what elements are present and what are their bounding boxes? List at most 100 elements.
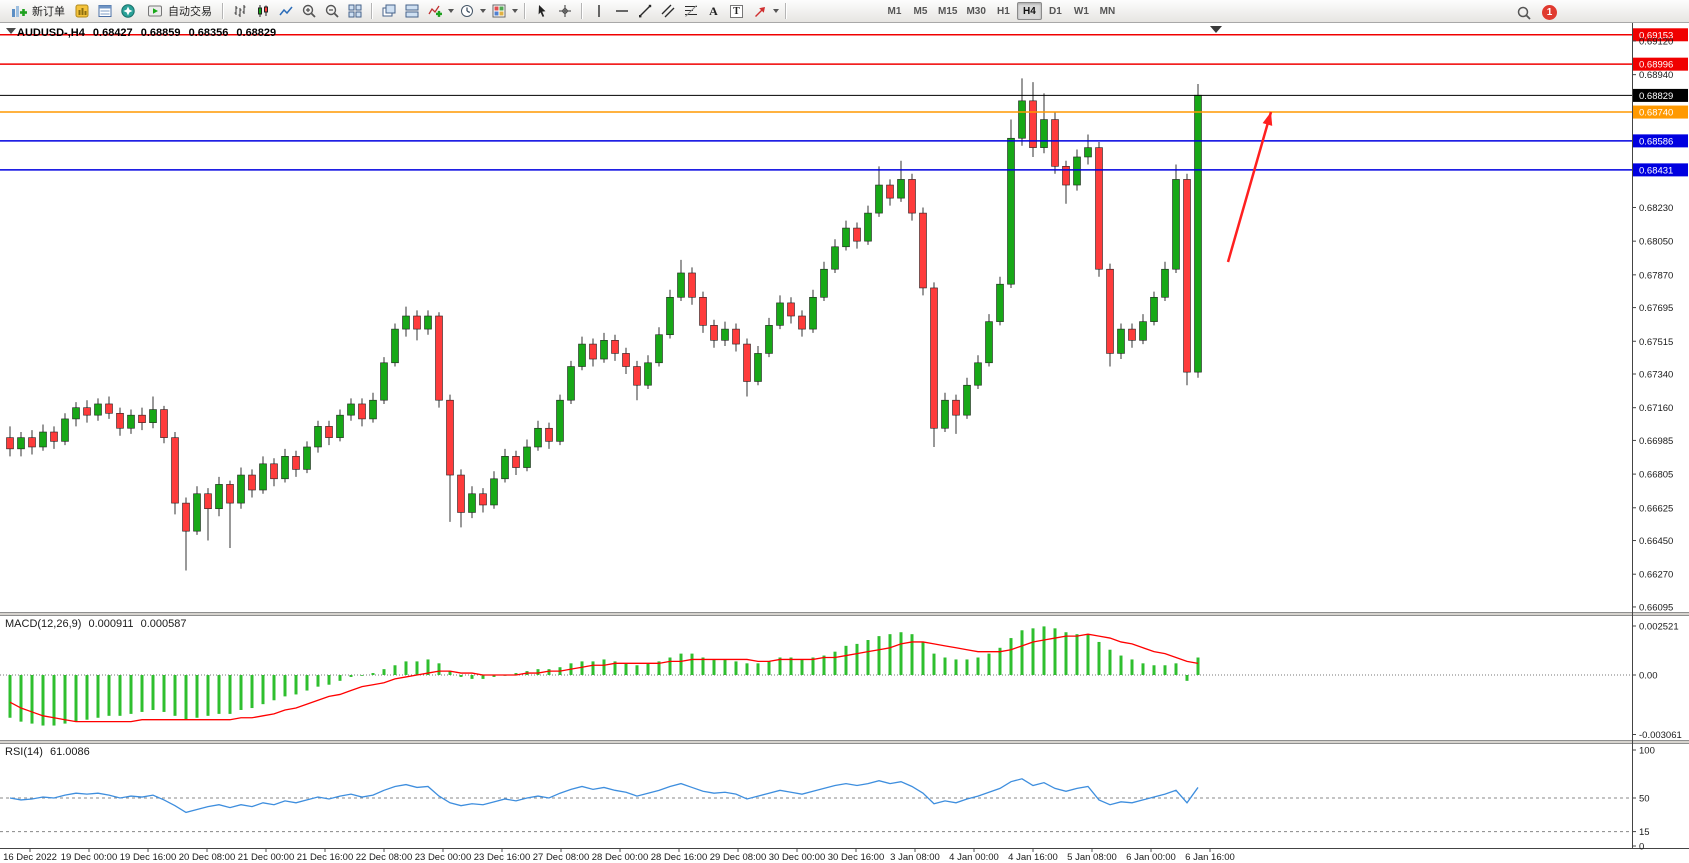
macd-histogram-bar	[613, 661, 617, 675]
candlestick	[644, 362, 652, 386]
candlestick	[435, 315, 443, 401]
trend-arrow[interactable]	[1226, 111, 1273, 263]
candlestick	[358, 403, 366, 420]
time-label: 4 Jan 16:00	[1008, 852, 1058, 863]
timeframe-w1[interactable]: W1	[1073, 5, 1089, 17]
timeframe-h1[interactable]: H1	[997, 5, 1010, 17]
templates-icon[interactable]	[488, 2, 509, 21]
candlestick	[1139, 321, 1147, 341]
tile-windows-icon[interactable]	[344, 2, 365, 21]
macd-histogram-bar	[371, 673, 375, 675]
time-label: 5 Jan 08:00	[1067, 852, 1117, 863]
candlestick	[1084, 147, 1092, 158]
fibonacci-tool-icon[interactable]	[680, 2, 701, 21]
cursor-icon[interactable]	[531, 2, 552, 21]
macd-histogram-bar	[459, 674, 463, 677]
trend-arrow-head	[1262, 112, 1273, 126]
candlestick	[600, 340, 608, 360]
candlestick	[1194, 94, 1202, 373]
channel-tool-icon[interactable]	[657, 2, 678, 21]
candlestick	[182, 502, 190, 532]
rsi-tick-label: 0	[1639, 842, 1644, 853]
templates-dropdown-caret[interactable]	[512, 9, 518, 13]
macd-histogram-bar	[349, 674, 353, 677]
time-label: 30 Dec 16:00	[828, 852, 885, 863]
data-window-icon[interactable]	[94, 2, 115, 21]
timeframe-m1[interactable]: M1	[887, 5, 902, 17]
timeframe-m5[interactable]: M5	[913, 5, 928, 17]
new-order-icon	[8, 2, 29, 21]
timeframe-m15[interactable]: M15	[938, 5, 958, 17]
navigator-icon[interactable]	[117, 2, 138, 21]
macd-histogram-bar	[96, 674, 100, 718]
macd-histogram-bar	[217, 674, 221, 714]
macd-histogram-bar	[1108, 649, 1112, 675]
macd-histogram-bar	[1141, 663, 1145, 675]
timeframe-h4[interactable]: H4	[1016, 2, 1042, 20]
horizontal-line-tool-icon[interactable]	[611, 2, 632, 21]
macd-histogram-bar	[1053, 628, 1057, 675]
candlestick	[886, 184, 894, 199]
indicators-dropdown-caret[interactable]	[448, 9, 454, 13]
chart-shift-marker[interactable]	[1210, 26, 1222, 33]
cascade-windows-icon[interactable]	[378, 2, 399, 21]
timeframe-d1[interactable]: D1	[1049, 5, 1062, 17]
candlestick	[369, 399, 377, 420]
time-label: 20 Dec 08:00	[179, 852, 236, 863]
candlestick	[270, 463, 278, 480]
line-chart-icon[interactable]	[275, 2, 296, 21]
search-icon[interactable]	[1513, 3, 1534, 22]
macd-histogram-bar	[327, 674, 331, 685]
text-label-tool-icon[interactable]: T	[726, 2, 747, 21]
new-order-button[interactable]: 新订单	[4, 2, 69, 21]
periods-dropdown-caret[interactable]	[480, 9, 486, 13]
candlestick	[248, 474, 256, 491]
macd-histogram-bar	[1031, 628, 1035, 675]
candlestick	[204, 493, 212, 510]
candlestick	[1029, 100, 1037, 148]
macd-histogram-bar	[1163, 665, 1167, 675]
candlestick	[94, 403, 102, 416]
macd-histogram-bar	[272, 674, 276, 701]
timeframe-m30[interactable]: M30	[966, 5, 986, 17]
candlestick	[930, 287, 938, 429]
bar-chart-icon[interactable]	[229, 2, 250, 21]
vertical-line-tool-icon[interactable]	[588, 2, 609, 21]
arrows-dropdown-caret[interactable]	[773, 9, 779, 13]
price-line-label	[1633, 163, 1688, 177]
macd-histogram-bar	[173, 674, 177, 716]
crosshair-icon[interactable]	[554, 2, 575, 21]
macd-histogram-bar	[481, 674, 485, 679]
zoom-out-icon[interactable]	[321, 2, 342, 21]
market-watch-icon[interactable]	[71, 2, 92, 21]
notification-badge[interactable]: 1	[1542, 5, 1557, 20]
macd-histogram-bar	[1196, 657, 1200, 675]
candlestick	[1073, 156, 1081, 186]
time-label: 22 Dec 08:00	[356, 852, 413, 863]
time-label: 21 Dec 16:00	[297, 852, 354, 863]
arrange-windows-icon[interactable]	[401, 2, 422, 21]
time-label: 21 Dec 00:00	[238, 852, 295, 863]
macd-histogram-bar	[492, 674, 496, 677]
periods-icon[interactable]	[456, 2, 477, 21]
panel-separator[interactable]	[0, 612, 1689, 616]
zoom-in-icon[interactable]	[298, 2, 319, 21]
candlestick	[347, 403, 355, 416]
svg-text:0.68996: 0.68996	[1639, 60, 1673, 71]
one-click-trading-toggle[interactable]	[6, 28, 16, 34]
trendline-tool-icon[interactable]	[634, 2, 655, 21]
autotrading-button[interactable]: 自动交易	[140, 2, 216, 21]
candlestick	[512, 456, 520, 468]
candlestick-chart-icon[interactable]	[252, 2, 273, 21]
rsi-tick-label: 15	[1639, 827, 1650, 838]
candlestick	[72, 407, 80, 420]
macd-histogram-bar	[118, 674, 122, 716]
arrows-tool-icon[interactable]	[749, 2, 770, 21]
indicators-icon[interactable]	[424, 2, 445, 21]
candlestick	[578, 343, 586, 367]
rsi-tick-label: 100	[1639, 746, 1655, 757]
panel-separator[interactable]	[0, 740, 1689, 744]
text-tool-icon[interactable]: A	[709, 3, 718, 18]
price-line-label	[1633, 28, 1688, 42]
timeframe-mn[interactable]: MN	[1099, 5, 1116, 17]
